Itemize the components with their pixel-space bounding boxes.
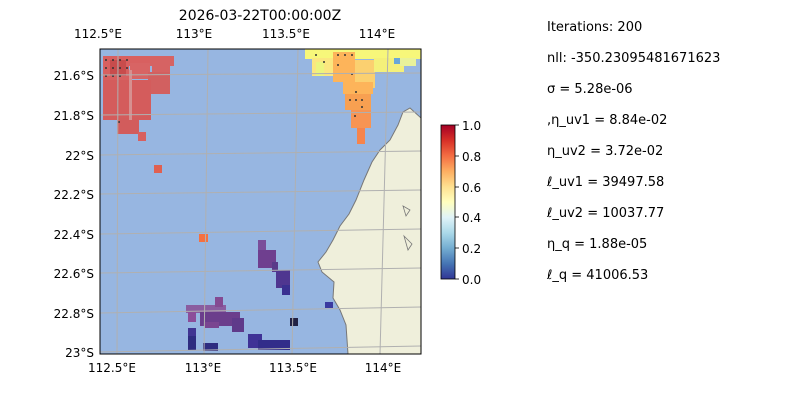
lat-ticks: 21.6°S 21.8°S 22°S 22.2°S 22.4°S 22.6°S … [54,69,94,360]
map-title: 2026-03-22T00:00:00Z [179,8,341,24]
lon-tick-label: 114°E [359,27,396,41]
param-ell-q: ℓ_q = 41006.53 [547,268,649,283]
lat-tick-label: 21.6°S [54,69,94,83]
lat-tick-label: 22.6°S [54,267,94,281]
lon-tick-label: 112.5°E [74,27,122,41]
param-nll: nll: -350.23095481671623 [547,51,721,66]
observation-dots [105,54,363,123]
colorbar-tick-label: 1.0 [462,119,481,133]
colorbar-tick-label: 0.6 [462,181,481,195]
lon-tick-label: 113°E [176,27,213,41]
lat-tick-label: 22.8°S [54,307,94,321]
colorbar-tick-label: 0.8 [462,150,481,164]
param-iterations: Iterations: 200 [547,20,643,35]
lon-tick-label: 113.5°E [269,361,317,375]
colorbar-tick-label: 0.4 [462,211,481,225]
param-eta-q: η_q = 1.88e-05 [547,237,648,252]
map-area[interactable] [100,49,421,354]
param-sigma: σ = 5.28e-06 [547,82,633,97]
cell-cluster-ne [305,49,421,144]
lon-tick-label: 113°E [185,361,222,375]
parameter-panel: Iterations: 200 nll: -350.23095481671623… [547,20,720,299]
lon-tick-label: 112.5°E [88,361,136,375]
island [402,205,411,217]
lon-ticks-bottom: 112.5°E 113°E 113.5°E 114°E [88,361,401,375]
param-eta-uv1: ,η_uv1 = 8.84e-02 [547,113,668,128]
gridlines [100,49,421,354]
colorbar-tick-label: 0.2 [462,242,481,256]
lon-tick-label: 113.5°E [262,27,310,41]
colorbar: 0.0 0.2 0.4 0.6 0.8 1.0 [440,119,481,287]
lat-tick-label: 23°S [65,346,94,360]
lon-ticks-top: 112.5°E 113°E 113.5°E 114°E [74,27,395,41]
colorbar-tick-label: 0.0 [462,273,481,287]
cell-cluster-south [186,297,333,351]
param-ell-uv2: ℓ_uv2 = 10037.77 [547,206,665,221]
param-ell-uv1: ℓ_uv1 = 39497.58 [547,175,665,190]
lat-tick-label: 22.4°S [54,228,94,242]
map-frame [99,48,422,355]
island [403,234,413,251]
param-eta-uv2: η_uv2 = 3.72e-02 [547,144,664,159]
cell-cluster-central [258,240,290,295]
cell-single [199,234,208,242]
lat-tick-label: 21.8°S [54,109,94,123]
lat-tick-label: 22.2°S [54,188,94,202]
colorbar-gradient [440,124,456,280]
lon-tick-label: 114°E [365,361,402,375]
land [317,49,421,354]
lat-tick-label: 22°S [65,149,94,163]
